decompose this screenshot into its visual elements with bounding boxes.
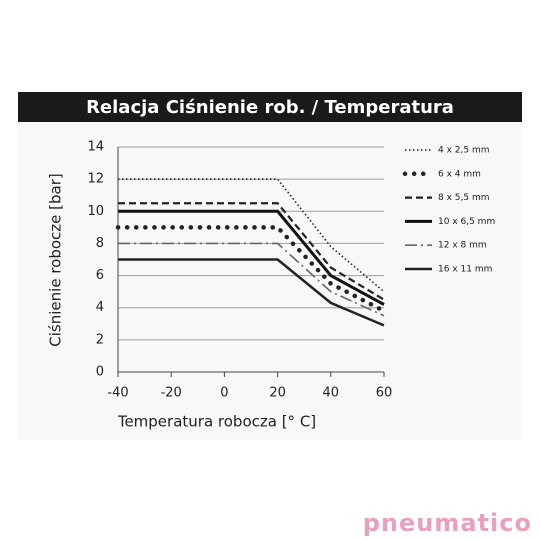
legend-label: 6 x 4 mm <box>438 169 481 179</box>
legend-label: 8 x 5,5 mm <box>438 193 489 203</box>
y-tick-label: 10 <box>87 204 104 219</box>
x-tick-label: 20 <box>269 386 286 401</box>
legend-label: 10 x 6,5 mm <box>438 217 495 227</box>
y-tick-label: 14 <box>87 140 104 155</box>
y-tick-label: 8 <box>96 236 104 251</box>
y-tick-label: 0 <box>96 365 104 380</box>
logo: pneumatico <box>363 509 532 537</box>
y-tick-label: 6 <box>96 268 104 283</box>
series-line <box>115 225 387 314</box>
x-tick-label: 0 <box>220 386 228 401</box>
series-line <box>118 209 385 306</box>
y-axis-label: Ciśnienie robocze [bar] <box>47 173 65 346</box>
chart-title: Relacja Ciśnienie rob. / Temperatura <box>86 97 454 118</box>
x-axis-label: Temperatura robocza [° C] <box>117 413 316 431</box>
x-tick-label: -40 <box>107 386 128 401</box>
x-tick-label: 40 <box>323 386 340 401</box>
chart-background <box>18 122 522 440</box>
x-tick-label: 60 <box>376 386 393 401</box>
legend-label: 16 x 11 mm <box>438 265 492 275</box>
legend-label: 4 x 2,5 mm <box>438 146 489 156</box>
title-bar <box>18 92 522 122</box>
x-tick-label: -20 <box>161 386 182 401</box>
y-tick-label: 4 <box>96 300 104 315</box>
y-tick-label: 2 <box>96 332 104 347</box>
legend-label: 12 x 8 mm <box>438 241 487 251</box>
series-line <box>118 258 385 327</box>
y-tick-label: 12 <box>87 172 104 187</box>
series-line <box>118 202 385 301</box>
series-line <box>118 178 385 293</box>
